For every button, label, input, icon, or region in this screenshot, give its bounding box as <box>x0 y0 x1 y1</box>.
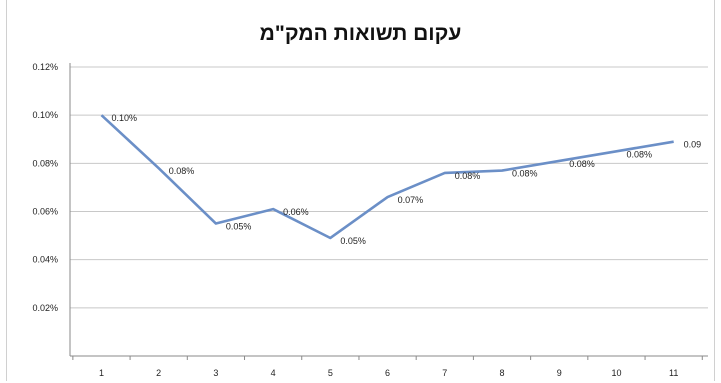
y-tick-label: 0.06% <box>32 207 58 217</box>
y-tick-label: 0.10% <box>32 110 58 120</box>
x-tick-label: 5 <box>328 368 333 378</box>
data-label: 0.05% <box>226 222 252 232</box>
data-label: 0.09 <box>684 140 702 150</box>
x-tick-label: 9 <box>557 368 562 378</box>
series-line-path <box>100 114 674 240</box>
y-axis-ticks: 0.12% 0.10% 0.08% 0.06% 0.04% 0.02% <box>32 62 58 313</box>
x-tick-label: 10 <box>611 368 621 378</box>
data-label: 0.08% <box>626 149 652 159</box>
y-tick-label: 0.04% <box>32 255 58 265</box>
x-tick-label: 6 <box>385 368 390 378</box>
y-tick-label: 0.12% <box>32 62 58 72</box>
data-label: 0.08% <box>169 166 195 176</box>
data-label: 0.08% <box>569 159 595 169</box>
chart-frame <box>6 0 715 381</box>
x-tick-label: 8 <box>500 368 505 378</box>
y-tick-label: 0.08% <box>32 158 58 168</box>
data-label: 0.08% <box>455 171 481 181</box>
data-label: 0.05% <box>340 236 366 246</box>
x-tick-label: 3 <box>213 368 218 378</box>
gridlines <box>70 66 708 309</box>
series-line <box>100 114 674 240</box>
y-tick-label: 0.02% <box>32 303 58 313</box>
data-label: 0.07% <box>398 195 424 205</box>
chart-title: עקום תשואות המק"מ <box>259 22 462 45</box>
x-tick-label: 2 <box>156 368 161 378</box>
data-label: 0.10% <box>111 113 137 123</box>
data-label: 0.08% <box>512 169 538 179</box>
x-tick-label: 7 <box>442 368 447 378</box>
x-tick-label: 1 <box>99 368 104 378</box>
x-tick-label: 4 <box>271 368 276 378</box>
x-tick-label: 11 <box>669 368 678 378</box>
data-labels: 0.10% 0.08% 0.05% 0.06% 0.05% 0.07% 0.08% 0.08%… <box>111 113 701 246</box>
x-axis: 1 2 3 4 5 6 7 8 9 10 11 <box>69 63 708 378</box>
data-label: 0.06% <box>283 207 309 217</box>
